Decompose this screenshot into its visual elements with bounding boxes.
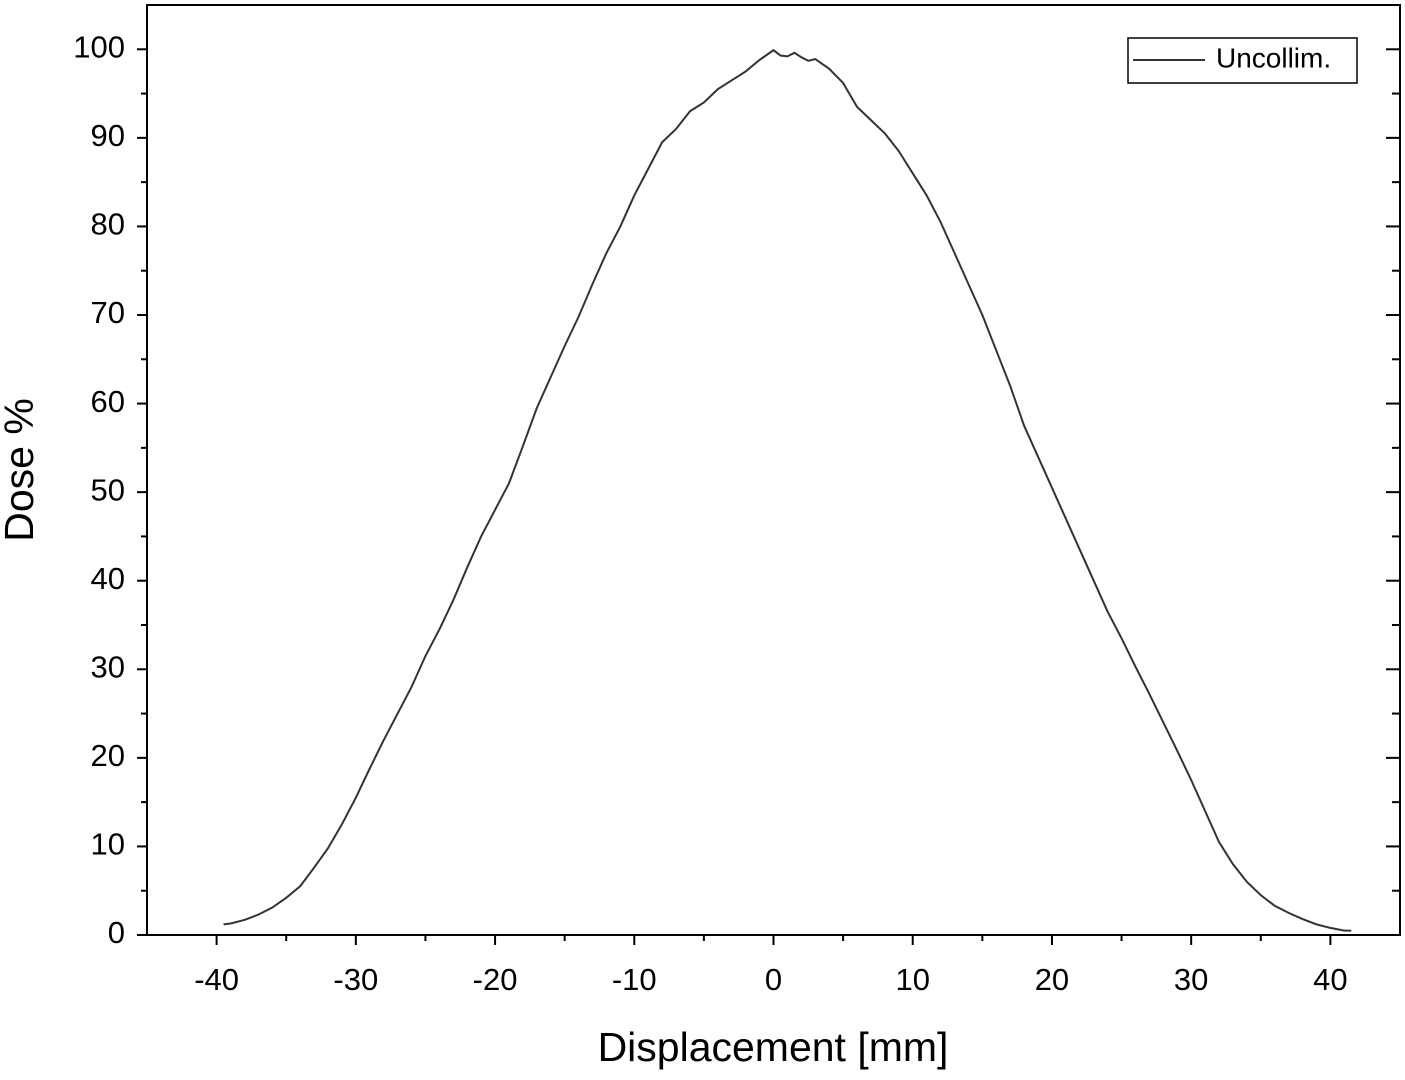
y-tick-label: 30 — [91, 649, 125, 684]
y-tick-label: 20 — [91, 738, 125, 773]
plot-frame — [146, 4, 1401, 936]
y-tick-label: 10 — [91, 827, 125, 862]
y-tick-label: 90 — [91, 118, 125, 153]
y-axis-label: Dose % — [0, 398, 42, 542]
y-tick-label: 70 — [91, 295, 125, 330]
x-tick-label: -10 — [612, 962, 657, 997]
x-axis-label: Displacement [mm] — [598, 1024, 949, 1070]
x-tick-label: 40 — [1313, 962, 1347, 997]
x-tick-label: 10 — [895, 962, 929, 997]
y-tick-label: 60 — [91, 384, 125, 419]
y-tick-label: 100 — [73, 29, 125, 64]
data-line — [223, 48, 1352, 932]
y-tick-label: 50 — [91, 472, 125, 507]
x-tick-label: 30 — [1174, 962, 1208, 997]
x-tick-label: 20 — [1035, 962, 1069, 997]
x-tick-label: -20 — [473, 962, 518, 997]
y-tick-label: 0 — [108, 915, 125, 950]
y-tick-label: 80 — [91, 207, 125, 242]
y-tick-label: 40 — [91, 561, 125, 596]
x-tick-label: 0 — [765, 962, 782, 997]
legend-label: Uncollim. — [1216, 42, 1331, 73]
x-tick-label: -30 — [333, 962, 378, 997]
x-tick-label: -40 — [194, 962, 239, 997]
